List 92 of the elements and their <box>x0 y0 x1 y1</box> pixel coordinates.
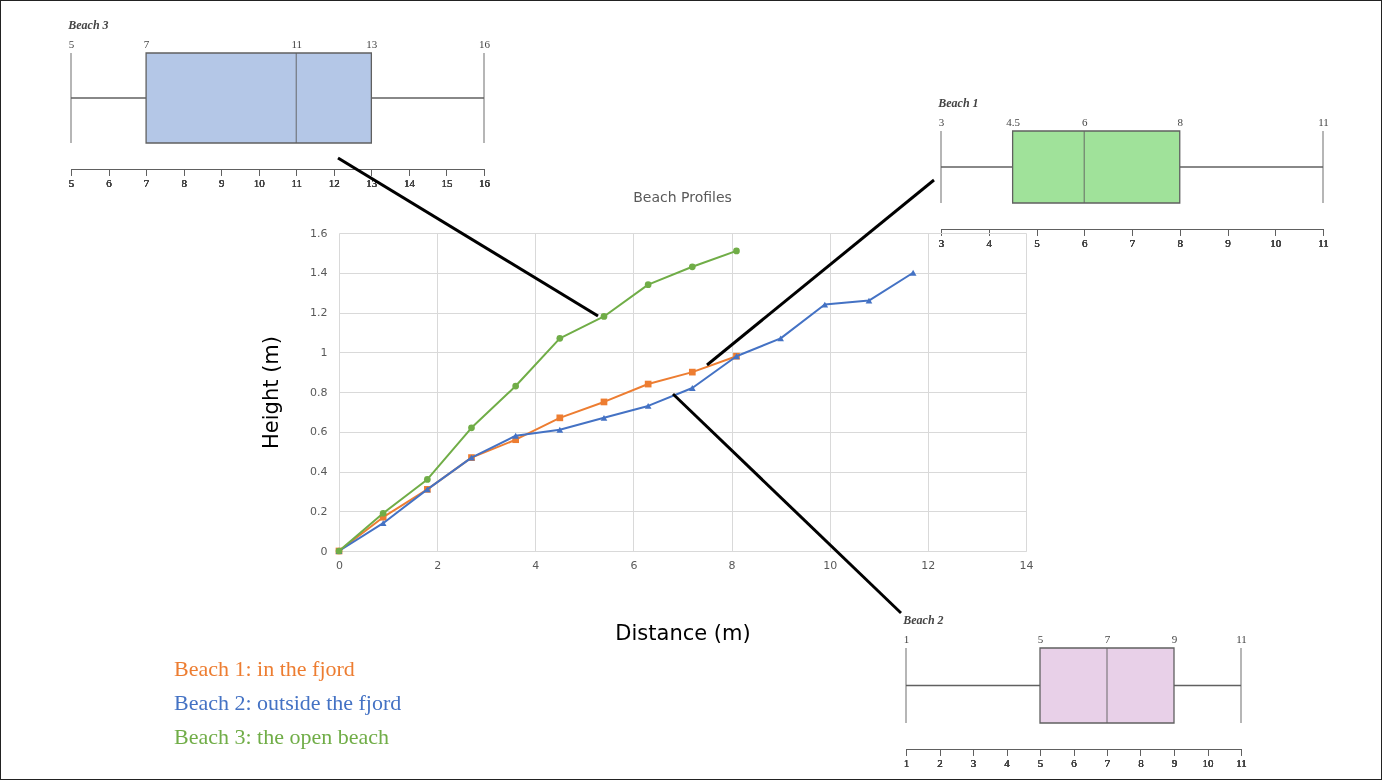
point <box>644 380 652 388</box>
point <box>512 432 520 439</box>
x2-tick-label: 13 <box>366 37 378 50</box>
x-tick-label: 10 <box>823 558 838 572</box>
x-tick-label: 4 <box>986 236 993 249</box>
point <box>688 368 696 376</box>
x-tick-label: 3 <box>970 756 977 769</box>
y-tick-label: 0 <box>320 544 328 558</box>
x2-tick-label: 8 <box>1177 115 1184 128</box>
x-tick-label: 9 <box>1225 236 1232 249</box>
x-tick-label: 14 <box>403 176 416 189</box>
x2-tick-label: 11 <box>1318 115 1329 128</box>
x-axis-title: Distance (m) <box>615 620 751 645</box>
y-tick-label: 1 <box>320 345 328 359</box>
x-tick-label: 0 <box>336 558 343 572</box>
y-axis-title: Height (m) <box>259 336 284 449</box>
x-tick-label: 14 <box>1019 558 1034 572</box>
x-tick-label: 1 <box>903 756 910 769</box>
x-tick-label: 12 <box>328 176 340 189</box>
x2-tick-label: 7 <box>143 37 150 50</box>
y-tick-label: 1.4 <box>310 266 328 280</box>
x-tick-label: 8 <box>728 558 736 572</box>
point <box>423 476 431 483</box>
x-tick-label: 11 <box>1236 756 1247 769</box>
x-tick-label: 9 <box>1171 756 1178 769</box>
chart-title: Beach 2 <box>902 613 944 627</box>
text: Beach 3: the open beach <box>174 724 390 749</box>
x-tick-label: 10 <box>1270 236 1282 249</box>
x-tick-label: 3 <box>938 236 945 249</box>
x-tick-label: 8 <box>1177 236 1184 249</box>
point <box>556 334 564 342</box>
x2-tick-label: 5 <box>68 37 75 50</box>
x-tick-label: 5 <box>1034 236 1041 249</box>
y-tick-label: 1.6 <box>310 226 328 240</box>
x-tick-label: 8 <box>181 176 188 189</box>
point <box>556 426 564 433</box>
x-tick-label: 6 <box>630 558 638 572</box>
text: Beach 1: in the fjord <box>174 656 355 681</box>
x-tick-label: 5 <box>1037 756 1044 769</box>
y-tick-label: 0.8 <box>310 385 328 399</box>
point <box>379 520 387 527</box>
text: Beach 2: outside the fjord <box>174 690 402 715</box>
point <box>468 424 475 432</box>
x2-tick-label: 6 <box>1082 115 1088 128</box>
x2-tick-label: 5 <box>1037 632 1044 645</box>
chart-title: Beach 1 <box>937 96 979 110</box>
point <box>733 247 740 255</box>
y-tick-label: 1.2 <box>310 306 328 319</box>
x-tick-label: 7 <box>1129 236 1136 249</box>
y-tick-label: 0.2 <box>310 504 328 518</box>
x2-tick-label: 4.5 <box>1006 115 1021 128</box>
x-tick-label: 15 <box>441 176 453 189</box>
x-tick-label: 7 <box>1104 756 1111 769</box>
x2-tick-label: 9 <box>1171 632 1178 645</box>
x-tick-label: 5 <box>68 176 75 189</box>
x-tick-label: 16 <box>479 176 491 189</box>
point <box>777 335 784 342</box>
point <box>644 403 652 409</box>
point <box>600 414 608 421</box>
x-tick-label: 7 <box>143 176 150 189</box>
x-tick-label: 12 <box>921 558 936 572</box>
point <box>556 414 564 422</box>
x2-tick-label: 16 <box>479 37 491 50</box>
x2-tick-label: 11 <box>291 37 303 50</box>
x-tick-label: 6 <box>1082 236 1088 249</box>
x2-tick-label: 1 <box>903 632 910 645</box>
point <box>600 313 608 320</box>
x-tick-label: 4 <box>532 558 540 572</box>
x-tick-label: 11 <box>291 176 303 189</box>
x-tick-label: 11 <box>1318 236 1329 249</box>
point <box>688 385 696 391</box>
x-tick-label: 6 <box>106 176 113 189</box>
y-tick-label: 0.6 <box>310 425 328 439</box>
x-tick-label: 10 <box>253 176 266 189</box>
point <box>688 263 696 271</box>
x-tick-label: 10 <box>1202 756 1214 769</box>
point <box>379 509 387 517</box>
x-tick-label: 9 <box>218 176 225 189</box>
x-tick-label: 4 <box>1004 756 1011 769</box>
y-tick-label: 0.4 <box>310 465 328 478</box>
point <box>512 382 520 390</box>
chart-title: Beach Profiles <box>633 189 732 205</box>
x-tick-label: 2 <box>937 756 943 769</box>
x2-tick-label: 3 <box>938 115 945 128</box>
point <box>909 269 917 276</box>
x-tick-label: 6 <box>1071 756 1078 769</box>
x2-tick-label: 11 <box>1236 632 1247 645</box>
x2-tick-label: 7 <box>1104 632 1111 645</box>
x-tick-label: 2 <box>434 558 442 572</box>
point <box>644 281 652 289</box>
chart-title: Beach 3 <box>67 18 109 32</box>
x-tick-label: 8 <box>1138 756 1145 769</box>
